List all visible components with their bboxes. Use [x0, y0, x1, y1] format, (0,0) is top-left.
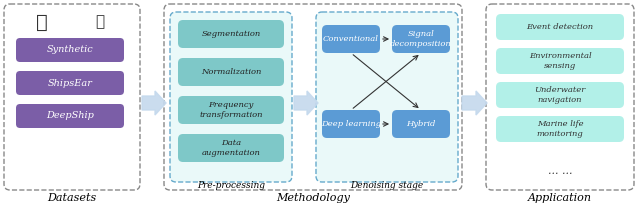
- FancyBboxPatch shape: [178, 20, 284, 48]
- Text: Application: Application: [528, 193, 592, 203]
- Text: Environmental
sensing: Environmental sensing: [529, 52, 591, 70]
- Text: ... ...: ... ...: [548, 166, 572, 176]
- FancyBboxPatch shape: [496, 116, 624, 142]
- Text: Synthetic: Synthetic: [47, 46, 93, 54]
- Text: Deep learning: Deep learning: [321, 120, 381, 128]
- Text: Frequency
transformation: Frequency transformation: [199, 101, 263, 119]
- Polygon shape: [294, 91, 318, 115]
- FancyBboxPatch shape: [178, 58, 284, 86]
- Text: Segmentation: Segmentation: [202, 30, 260, 38]
- Polygon shape: [462, 91, 487, 115]
- Text: ⛴: ⛴: [36, 12, 48, 31]
- FancyBboxPatch shape: [170, 12, 292, 182]
- Text: Marine life
monitoring: Marine life monitoring: [536, 120, 584, 138]
- FancyBboxPatch shape: [322, 110, 380, 138]
- Polygon shape: [142, 91, 166, 115]
- Text: DeepShip: DeepShip: [46, 111, 94, 120]
- Text: Underwater
navigation: Underwater navigation: [534, 86, 586, 104]
- FancyBboxPatch shape: [178, 96, 284, 124]
- Text: ShipsEar: ShipsEar: [47, 78, 92, 88]
- Text: Conventional: Conventional: [323, 35, 379, 43]
- Text: Data
augmentation: Data augmentation: [202, 139, 260, 157]
- Text: Datasets: Datasets: [47, 193, 97, 203]
- FancyBboxPatch shape: [496, 14, 624, 40]
- FancyBboxPatch shape: [392, 25, 450, 53]
- FancyBboxPatch shape: [16, 38, 124, 62]
- Text: Event detection: Event detection: [527, 23, 593, 31]
- FancyBboxPatch shape: [16, 71, 124, 95]
- Text: Hybrid: Hybrid: [406, 120, 436, 128]
- FancyBboxPatch shape: [496, 82, 624, 108]
- Text: Methodology: Methodology: [276, 193, 350, 203]
- Text: Signal
decomposition: Signal decomposition: [390, 30, 452, 48]
- FancyBboxPatch shape: [316, 12, 458, 182]
- Text: Pre-processing: Pre-processing: [197, 180, 265, 189]
- FancyBboxPatch shape: [16, 104, 124, 128]
- Text: 🚢: 🚢: [95, 15, 104, 30]
- Text: Denoising stage: Denoising stage: [350, 180, 424, 189]
- FancyBboxPatch shape: [392, 110, 450, 138]
- FancyBboxPatch shape: [322, 25, 380, 53]
- FancyBboxPatch shape: [496, 48, 624, 74]
- Text: Normalization: Normalization: [201, 68, 261, 76]
- FancyBboxPatch shape: [178, 134, 284, 162]
